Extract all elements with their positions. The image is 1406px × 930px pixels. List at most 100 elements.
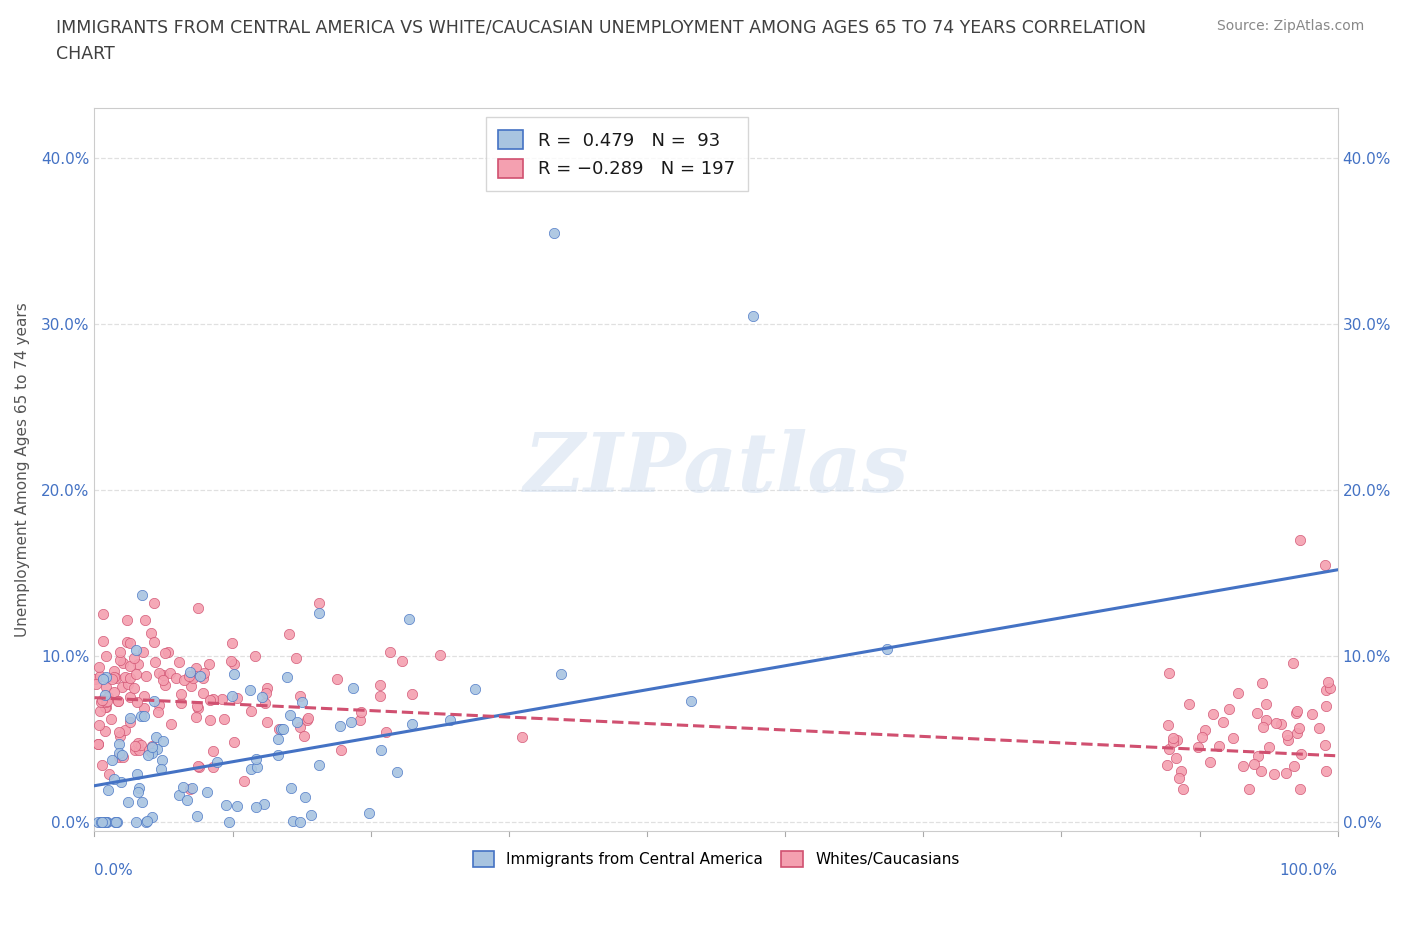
Point	[211, 691, 233, 706]
Point	[108, 737, 131, 751]
Point	[172, 780, 194, 795]
Point	[1187, 739, 1209, 754]
Point	[107, 815, 129, 830]
Point	[138, 747, 160, 762]
Point	[1167, 771, 1189, 786]
Point	[104, 815, 127, 830]
Point	[101, 752, 124, 767]
Point	[1265, 715, 1288, 730]
Point	[288, 719, 311, 734]
Point	[1319, 680, 1341, 695]
Point	[398, 612, 420, 627]
Point	[1289, 781, 1312, 796]
Point	[187, 601, 209, 616]
Point	[222, 657, 245, 671]
Point	[96, 680, 118, 695]
Point	[308, 757, 330, 772]
Point	[1191, 729, 1213, 744]
Text: 100.0%: 100.0%	[1279, 863, 1337, 878]
Point	[131, 737, 153, 752]
Point	[127, 736, 149, 751]
Point	[1258, 740, 1281, 755]
Point	[138, 742, 160, 757]
Point	[148, 698, 170, 712]
Point	[1218, 701, 1240, 716]
Point	[202, 744, 225, 759]
Point	[198, 657, 221, 671]
Point	[135, 669, 157, 684]
Point	[131, 794, 153, 809]
Point	[1194, 723, 1216, 737]
Point	[439, 712, 461, 727]
Point	[288, 688, 311, 703]
Point	[94, 670, 117, 684]
Point	[200, 693, 222, 708]
Point	[87, 737, 110, 751]
Point	[284, 650, 307, 665]
Point	[124, 742, 146, 757]
Point	[89, 659, 111, 674]
Point	[111, 748, 134, 763]
Point	[94, 815, 117, 830]
Point	[401, 716, 423, 731]
Point	[108, 644, 131, 659]
Point	[285, 714, 308, 729]
Point	[226, 690, 249, 705]
Point	[339, 714, 361, 729]
Point	[141, 745, 163, 760]
Point	[212, 711, 235, 726]
Point	[1250, 675, 1272, 690]
Point	[91, 671, 114, 686]
Point	[283, 813, 305, 828]
Point	[181, 780, 204, 795]
Point	[125, 766, 148, 781]
Point	[153, 645, 176, 660]
Point	[1289, 533, 1312, 548]
Point	[94, 724, 117, 738]
Point	[1254, 696, 1277, 711]
Point	[222, 667, 245, 682]
Point	[1285, 703, 1308, 718]
Point	[100, 711, 122, 726]
Point	[876, 641, 898, 656]
Point	[90, 695, 112, 710]
Point	[107, 750, 129, 764]
Point	[125, 815, 148, 830]
Point	[188, 669, 211, 684]
Y-axis label: Unemployment Among Ages 65 to 74 years: Unemployment Among Ages 65 to 74 years	[15, 302, 30, 637]
Point	[1237, 781, 1260, 796]
Point	[256, 681, 278, 696]
Point	[222, 735, 245, 750]
Point	[246, 760, 269, 775]
Point	[94, 699, 117, 714]
Point	[1157, 741, 1180, 756]
Point	[108, 724, 131, 739]
Point	[679, 694, 702, 709]
Point	[94, 688, 117, 703]
Point	[1247, 749, 1270, 764]
Point	[152, 733, 174, 748]
Point	[103, 684, 125, 699]
Point	[120, 671, 142, 685]
Point	[181, 671, 204, 685]
Point	[103, 815, 125, 830]
Point	[108, 729, 131, 744]
Point	[122, 680, 145, 695]
Point	[205, 754, 228, 769]
Point	[297, 712, 319, 727]
Point	[1161, 731, 1184, 746]
Point	[1163, 735, 1185, 750]
Point	[294, 790, 316, 804]
Point	[221, 635, 243, 650]
Point	[103, 664, 125, 679]
Point	[1275, 765, 1298, 780]
Point	[267, 748, 290, 763]
Point	[86, 815, 108, 830]
Point	[132, 709, 155, 724]
Point	[96, 693, 118, 708]
Text: 0.0%: 0.0%	[94, 863, 134, 878]
Point	[1243, 756, 1265, 771]
Point	[1282, 656, 1305, 671]
Point	[1222, 730, 1244, 745]
Point	[1316, 674, 1339, 689]
